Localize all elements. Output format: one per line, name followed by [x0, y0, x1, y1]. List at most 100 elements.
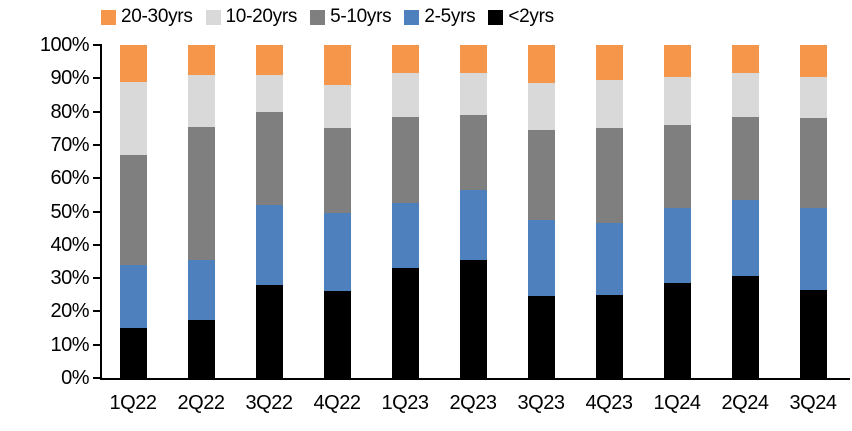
legend-item-2yrs: <2yrs — [488, 6, 554, 28]
y-axis-tick — [93, 77, 102, 80]
x-axis-label: 1Q24 — [653, 392, 701, 414]
y-axis-tick-label: 90% — [50, 67, 89, 90]
bar-segment-2yrs — [391, 268, 419, 378]
legend-label: 10-20yrs — [225, 6, 298, 27]
bar-segment-2030yrs — [255, 45, 283, 75]
bar-segment-2yrs — [323, 291, 351, 378]
stacked-bar-2q23 — [459, 45, 487, 378]
bar-segment-2030yrs — [119, 45, 147, 82]
bar-segment-1020yrs — [187, 75, 215, 127]
bar-segment-2030yrs — [595, 45, 623, 80]
legend-label: 2-5yrs — [424, 6, 476, 27]
bar-segment-510yrs — [459, 114, 487, 190]
stacked-bar-3q23 — [527, 45, 555, 378]
bar-segment-2030yrs — [187, 45, 215, 75]
x-axis-label: 1Q22 — [109, 392, 157, 414]
bar-segment-1020yrs — [459, 73, 487, 115]
x-axis-label: 2Q24 — [721, 392, 769, 414]
y-axis-tick — [93, 44, 102, 46]
bar-segment-510yrs — [255, 111, 283, 205]
y-axis-tick — [93, 110, 102, 113]
y-axis-tick-label: 80% — [50, 100, 89, 123]
legend-item-510yrs: 5-10yrs — [310, 6, 392, 28]
legend-swatch-icon — [205, 9, 221, 25]
bar-segment-1020yrs — [391, 73, 419, 117]
x-axis-label: 3Q22 — [245, 392, 293, 414]
stacked-bar-4q23 — [595, 45, 623, 378]
y-axis-tick-label: 70% — [50, 133, 89, 156]
plot-area: 0% 10% 20% 30% 40% 50% 60% 70% 80% 90% 100% 1Q22 2Q2… — [40, 34, 850, 414]
legend-swatch-icon — [488, 9, 504, 25]
bar-segment-25yrs — [119, 264, 147, 329]
bar-segment-25yrs — [663, 208, 691, 284]
stacked-bar-2q24 — [731, 45, 759, 378]
y-axis-tick-label: 60% — [50, 167, 89, 190]
bar-segment-510yrs — [323, 128, 351, 214]
y-axis-tick — [93, 243, 102, 246]
bar-segment-2030yrs — [527, 45, 555, 84]
x-axis-label: 4Q23 — [585, 392, 633, 414]
bar-segment-25yrs — [391, 203, 419, 269]
y-axis-tick-label: 40% — [50, 233, 89, 256]
bar-segment-2030yrs — [799, 45, 827, 77]
bar-segment-510yrs — [119, 154, 147, 265]
bar-segment-25yrs — [459, 189, 487, 260]
bar-segment-510yrs — [663, 124, 691, 209]
x-axis-label: 2Q22 — [177, 392, 225, 414]
y-axis-tick — [93, 343, 102, 346]
bar-segment-510yrs — [391, 116, 419, 204]
bar-segment-2yrs — [663, 283, 691, 378]
stacked-bar-2q22 — [187, 45, 215, 378]
bar-segment-510yrs — [799, 118, 827, 209]
y-axis-tick — [93, 377, 102, 379]
bar-segment-2030yrs — [391, 45, 419, 74]
bar-segment-1020yrs — [595, 79, 623, 129]
stacked-bar-4q22 — [323, 45, 351, 378]
bar-segment-2030yrs — [459, 45, 487, 74]
bar-segment-1020yrs — [527, 83, 555, 130]
x-axis-label: 3Q23 — [517, 392, 565, 414]
bar-segment-1020yrs — [799, 76, 827, 119]
bar-segment-2yrs — [799, 289, 827, 378]
legend-item-1020yrs: 10-20yrs — [205, 6, 298, 28]
bar-segment-25yrs — [731, 199, 759, 277]
y-axis-tick-label: 50% — [50, 200, 89, 223]
y-axis-tick-label: 100% — [39, 34, 90, 56]
legend-item-25yrs: 2-5yrs — [404, 6, 476, 28]
stacked-bar-3q22 — [255, 45, 283, 378]
y-axis-tick-label: 30% — [50, 267, 89, 290]
legend-swatch-icon — [404, 9, 420, 25]
bar-segment-25yrs — [255, 204, 283, 285]
y-axis-tick — [93, 310, 102, 313]
bar-segment-2yrs — [731, 276, 759, 378]
bar-segment-2yrs — [459, 259, 487, 378]
y-axis-tick-label: 0% — [61, 367, 89, 389]
legend-label: <2yrs — [508, 6, 554, 27]
legend-label: 5-10yrs — [330, 6, 392, 27]
x-axis-label: 3Q24 — [789, 392, 837, 414]
bar-segment-25yrs — [187, 259, 215, 320]
bar-segment-1020yrs — [663, 76, 691, 125]
bar-segment-510yrs — [731, 116, 759, 200]
legend-label: 20-30yrs — [121, 6, 193, 27]
bar-segment-2030yrs — [731, 45, 759, 74]
legend-swatch-icon — [310, 9, 326, 25]
bar-segment-1020yrs — [119, 81, 147, 155]
bar-segment-2yrs — [119, 328, 147, 378]
y-axis-tick — [93, 277, 102, 280]
bar-segment-2030yrs — [663, 45, 691, 77]
bar-segment-1020yrs — [731, 73, 759, 117]
stacked-bar-1q24 — [663, 45, 691, 378]
y-axis-tick — [93, 143, 102, 146]
bar-segment-2yrs — [255, 284, 283, 378]
x-axis-label: 4Q22 — [313, 392, 361, 414]
bar-segment-1020yrs — [323, 84, 351, 129]
bar-segment-510yrs — [187, 126, 215, 260]
bar-segment-25yrs — [323, 213, 351, 292]
legend-swatch-icon — [101, 9, 116, 25]
bar-segment-2030yrs — [323, 45, 351, 85]
stacked-bar-1q22 — [119, 45, 147, 378]
y-axis-tick — [93, 210, 102, 213]
stacked-bar-3q24 — [799, 45, 827, 378]
bar-segment-2yrs — [527, 296, 555, 378]
